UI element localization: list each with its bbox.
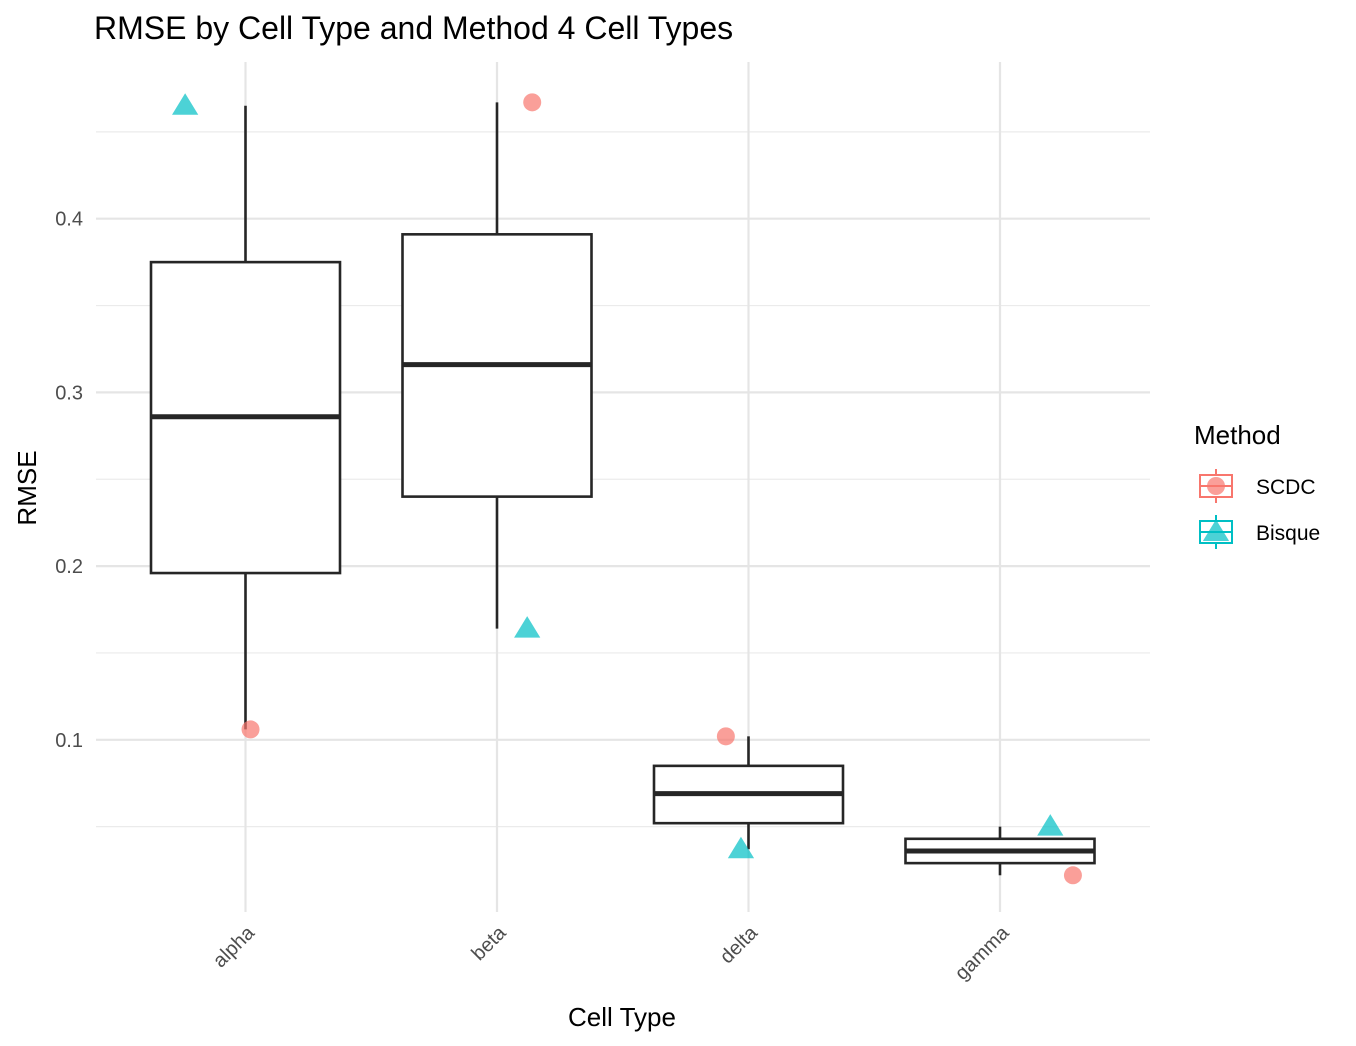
x-tick-label-delta: delta xyxy=(716,921,763,968)
x-tick-label-beta: beta xyxy=(467,921,511,965)
legend: Method SCDC Bisque xyxy=(1194,420,1320,549)
data-points xyxy=(172,93,1082,885)
point-bisque-beta xyxy=(514,616,541,638)
point-bisque-delta xyxy=(727,836,755,859)
legend-title: Method xyxy=(1194,420,1281,450)
point-scdc-beta xyxy=(523,93,542,112)
y-tick-label: 0.3 xyxy=(55,382,83,404)
x-axis-ticks: alpha beta delta gamma xyxy=(209,921,1014,984)
y-axis-title: RMSE xyxy=(12,450,42,525)
x-tick-label-gamma: gamma xyxy=(951,921,1014,984)
legend-label-scdc: SCDC xyxy=(1256,476,1316,499)
x-tick-label-alpha: alpha xyxy=(209,921,260,972)
y-tick-label: 0.2 xyxy=(55,556,83,578)
legend-key-marker xyxy=(1207,477,1225,495)
box-beta xyxy=(401,102,593,629)
point-bisque-alpha xyxy=(172,93,199,115)
point-scdc-delta xyxy=(716,727,735,746)
point-scdc-alpha xyxy=(241,720,260,739)
box-alpha xyxy=(149,105,342,730)
x-axis-title: Cell Type xyxy=(568,1002,676,1032)
legend-key-marker xyxy=(1202,519,1230,541)
y-axis-ticks: 0.1 0.2 0.3 0.4 xyxy=(55,209,83,752)
boxplots xyxy=(149,102,1096,876)
chart-title: RMSE by Cell Type and Method 4 Cell Type… xyxy=(94,10,733,46)
legend-entry-scdc: SCDC xyxy=(1199,469,1316,503)
legend-entry-bisque: Bisque xyxy=(1199,515,1320,549)
y-tick-label: 0.1 xyxy=(55,730,83,752)
box-gamma xyxy=(904,826,1096,876)
legend-entries: SCDC Bisque xyxy=(1199,469,1320,549)
y-tick-label: 0.4 xyxy=(55,209,83,231)
point-bisque-gamma xyxy=(1037,814,1064,836)
box-delta xyxy=(652,736,845,850)
legend-label-bisque: Bisque xyxy=(1256,522,1320,545)
point-scdc-gamma xyxy=(1063,866,1082,885)
